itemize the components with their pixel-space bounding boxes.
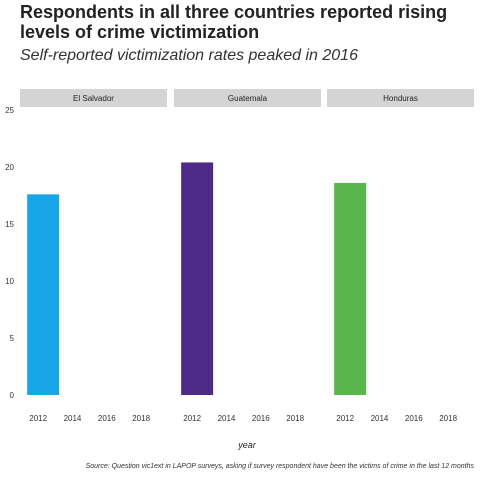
x-tick-label: 2016 — [405, 414, 423, 423]
chart-subtitle: Self-reported victimization rates peaked… — [20, 47, 358, 64]
chart-title: Respondents in all three countries repor… — [20, 2, 448, 42]
bar — [181, 162, 214, 395]
y-tick-label: 5 — [10, 334, 15, 343]
y-tick-label: 20 — [5, 163, 14, 172]
x-tick-label: 2018 — [286, 414, 304, 423]
x-tick-label: 2012 — [183, 414, 201, 423]
bar — [334, 182, 367, 395]
x-tick-label: 2016 — [98, 414, 116, 423]
facet-label: Honduras — [383, 94, 418, 103]
facet-strip — [174, 89, 321, 107]
y-tick-label: 25 — [5, 106, 14, 115]
y-tick-label: 10 — [5, 277, 14, 286]
x-axis-title: year — [237, 440, 257, 450]
bar — [27, 194, 60, 395]
x-tick-label: 2014 — [64, 414, 82, 423]
x-tick-label: 2014 — [218, 414, 236, 423]
panel-el-salvador: El Salvador 2012 2014 2016 2018 — [20, 89, 167, 423]
facet-strip — [20, 89, 167, 107]
x-tick-label: 2016 — [252, 414, 270, 423]
facet-label: Guatemala — [228, 94, 268, 103]
x-tick-label: 2014 — [371, 414, 389, 423]
x-tick-label: 2018 — [132, 414, 150, 423]
x-tick-label: 2018 — [439, 414, 457, 423]
panel-honduras: Honduras 2012 2014 2016 2018 — [327, 89, 474, 423]
facet-strip — [327, 89, 474, 107]
panel-guatemala: Guatemala 2012 2014 2016 2018 — [174, 89, 321, 423]
facet-label: El Salvador — [73, 94, 114, 103]
y-tick-label: 15 — [5, 220, 14, 229]
y-tick-label: 0 — [10, 391, 15, 400]
x-tick-label: 2012 — [29, 414, 47, 423]
x-tick-label: 2012 — [336, 414, 354, 423]
source-note: Source: Question vic1ext in LAPOP survey… — [85, 463, 474, 470]
